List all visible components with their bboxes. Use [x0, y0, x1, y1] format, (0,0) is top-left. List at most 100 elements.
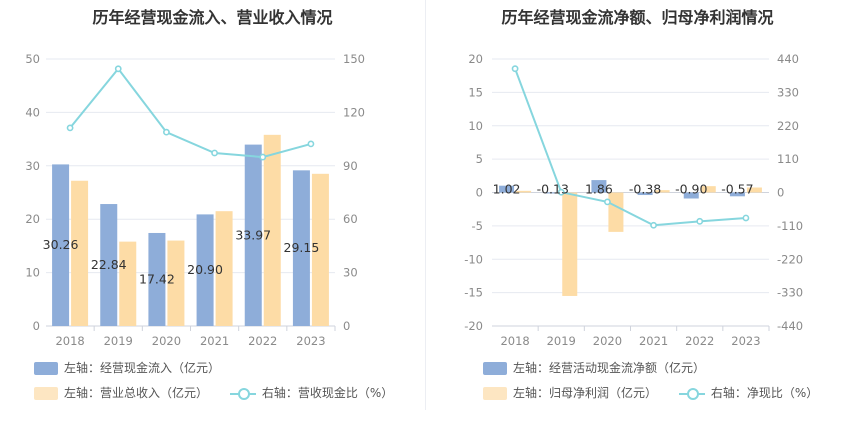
bar-revenue-2023	[311, 173, 329, 326]
bar-net-profit-2019	[562, 192, 578, 296]
left-axis-tick: 0	[476, 186, 483, 200]
legend-swatch-orange	[34, 386, 58, 400]
line-point-2023	[742, 214, 750, 222]
bar-net-profit-2018	[516, 190, 532, 193]
bar-net-cash-flow-2019	[545, 192, 561, 194]
data-label-2023: -0.57	[721, 182, 753, 197]
left-axis-tick: 0	[33, 319, 40, 333]
left-chart-panel: 历年经营现金流入、营业收入情况 50 150 40 120 30 90 20 60 10 30 0 0…	[25, 8, 394, 401]
left-axis-tick: 40	[25, 105, 40, 119]
line-point-2022	[696, 217, 704, 225]
right-axis-tick: 150	[343, 52, 365, 66]
legend-swatch-blue	[34, 361, 58, 375]
bar-cash-inflow-2020	[148, 232, 166, 326]
left-axis-tick: 10	[25, 266, 40, 280]
legend-swatch-line	[678, 387, 705, 400]
x-axis-label: 2022	[248, 334, 277, 348]
bar-net-profit-2020	[608, 192, 624, 232]
left-axis-tick: 50	[25, 52, 40, 66]
line-point-2019	[114, 65, 122, 73]
legend-swatch-orange	[483, 386, 507, 400]
left-chart-svg: 50 150 40 120 30 90 20 60 10 30 0 0 2018 2019 2020 2021…	[25, 52, 365, 348]
line-point-2019	[557, 188, 565, 196]
line-net-cash-ratio	[514, 68, 746, 227]
legend-label: 左轴：经营活动现金流净额（亿元）	[513, 360, 706, 375]
data-label-2022: -0.90	[675, 182, 707, 197]
left-axis-tick: -5	[472, 219, 483, 233]
left-axis-tick: -10	[464, 252, 483, 266]
data-label-2020: 17.42	[139, 271, 175, 286]
bar-cash-inflow-2023	[292, 170, 310, 326]
line-point-2021	[211, 149, 218, 157]
right-chart-panel: 历年经营现金流净额、归母净利润情况 20 440 15 330 10 220 5 110 0 0 -…	[425, 0, 850, 436]
data-label-2021: -0.38	[629, 182, 661, 197]
legend-item-net-profit[interactable]: 左轴：归母净利润（亿元）	[483, 385, 657, 401]
bar-revenue-2022	[263, 134, 281, 326]
legend-label: 左轴：经营现金流入（亿元）	[64, 360, 221, 375]
line-point-2021	[650, 221, 657, 229]
x-axis-label: 2018	[500, 334, 529, 348]
legend-item-revenue[interactable]: 左轴：营业总收入（亿元）	[34, 385, 208, 401]
right-axis-tick: -220	[777, 252, 803, 266]
line-point-2023	[307, 140, 315, 148]
x-axis-label: 2018	[55, 334, 84, 348]
panel-divider	[425, 0, 426, 410]
bar-revenue-2021	[215, 211, 233, 326]
bar-cash-inflow-2022	[244, 144, 262, 326]
right-axis-tick: 220	[777, 119, 799, 133]
legend-label: 左轴：归母净利润（亿元）	[513, 385, 658, 400]
legend-item-ratio[interactable]: 右轴：营收现金比（%）	[229, 385, 394, 401]
data-label-2023: 29.15	[284, 240, 320, 255]
legend-item-cash-inflow[interactable]: 左轴：经营现金流入（亿元）	[34, 360, 220, 376]
right-axis-tick: 0	[343, 319, 350, 333]
bar-net-cash-flow-2021	[637, 192, 653, 196]
right-axis-tick: 110	[777, 152, 799, 166]
left-axis-tick: 20	[25, 212, 40, 226]
right-axis-tick: 330	[777, 85, 799, 99]
right-chart-svg: 20 440 15 330 10 220 5 110 0 0 -5 -110 -10 -220 -15 -33…	[464, 52, 803, 348]
line-point-2020	[604, 198, 611, 206]
x-axis-label: 2023	[731, 334, 760, 348]
x-axis-label: 2020	[593, 334, 622, 348]
x-axis-label: 2023	[296, 334, 325, 348]
bar-net-cash-flow-2020	[591, 180, 607, 193]
bar-revenue-2018	[71, 180, 89, 326]
x-axis-label: 2021	[639, 334, 668, 348]
bar-net-profit-2022	[700, 186, 716, 193]
right-axis-tick: 90	[343, 159, 358, 173]
line-point-2022	[259, 153, 267, 161]
bar-cash-inflow-2018	[52, 164, 70, 326]
line-point-2018	[66, 124, 74, 132]
right-axis-tick: 30	[343, 266, 358, 280]
data-label-2018: 1.02	[493, 182, 521, 197]
right-axis-tick: 0	[777, 186, 784, 200]
data-label-2021: 20.90	[187, 262, 223, 277]
data-label-2018: 30.26	[43, 237, 79, 252]
data-label-2019: 22.84	[91, 257, 127, 272]
left-axis-tick: 20	[468, 52, 483, 66]
x-axis-label: 2019	[104, 334, 133, 348]
left-chart-title: 历年经营现金流入、营业收入情况	[92, 8, 333, 27]
bar-net-cash-flow-2022	[683, 192, 699, 199]
legend-item-net-cash-flow[interactable]: 左轴：经营活动现金流净额（亿元）	[483, 360, 705, 376]
bar-cash-inflow-2021	[196, 214, 214, 326]
right-axis-tick: 60	[343, 212, 358, 226]
right-axis-tick: -330	[777, 286, 803, 300]
legend-label: 右轴：净现比（%）	[710, 385, 819, 400]
data-label-2019: -0.13	[537, 182, 569, 197]
left-axis-tick: -15	[464, 286, 483, 300]
bar-revenue-2020	[167, 240, 185, 326]
legend-swatch-line	[229, 387, 256, 400]
x-axis-label: 2019	[547, 334, 576, 348]
right-axis-tick: -440	[777, 319, 803, 333]
left-axis-tick: 30	[25, 159, 40, 173]
line-point-2018	[511, 65, 519, 73]
data-label-2022: 33.97	[235, 227, 271, 242]
bar-cash-inflow-2019	[100, 204, 118, 326]
legend-item-net-cash-ratio[interactable]: 右轴：净现比（%）	[678, 385, 819, 401]
x-axis-label: 2020	[152, 334, 181, 348]
line-point-2020	[163, 128, 170, 136]
legend-label: 右轴：营收现金比（%）	[261, 385, 394, 400]
bar-net-profit-2021	[654, 190, 670, 193]
right-axis-tick: -110	[777, 219, 803, 233]
